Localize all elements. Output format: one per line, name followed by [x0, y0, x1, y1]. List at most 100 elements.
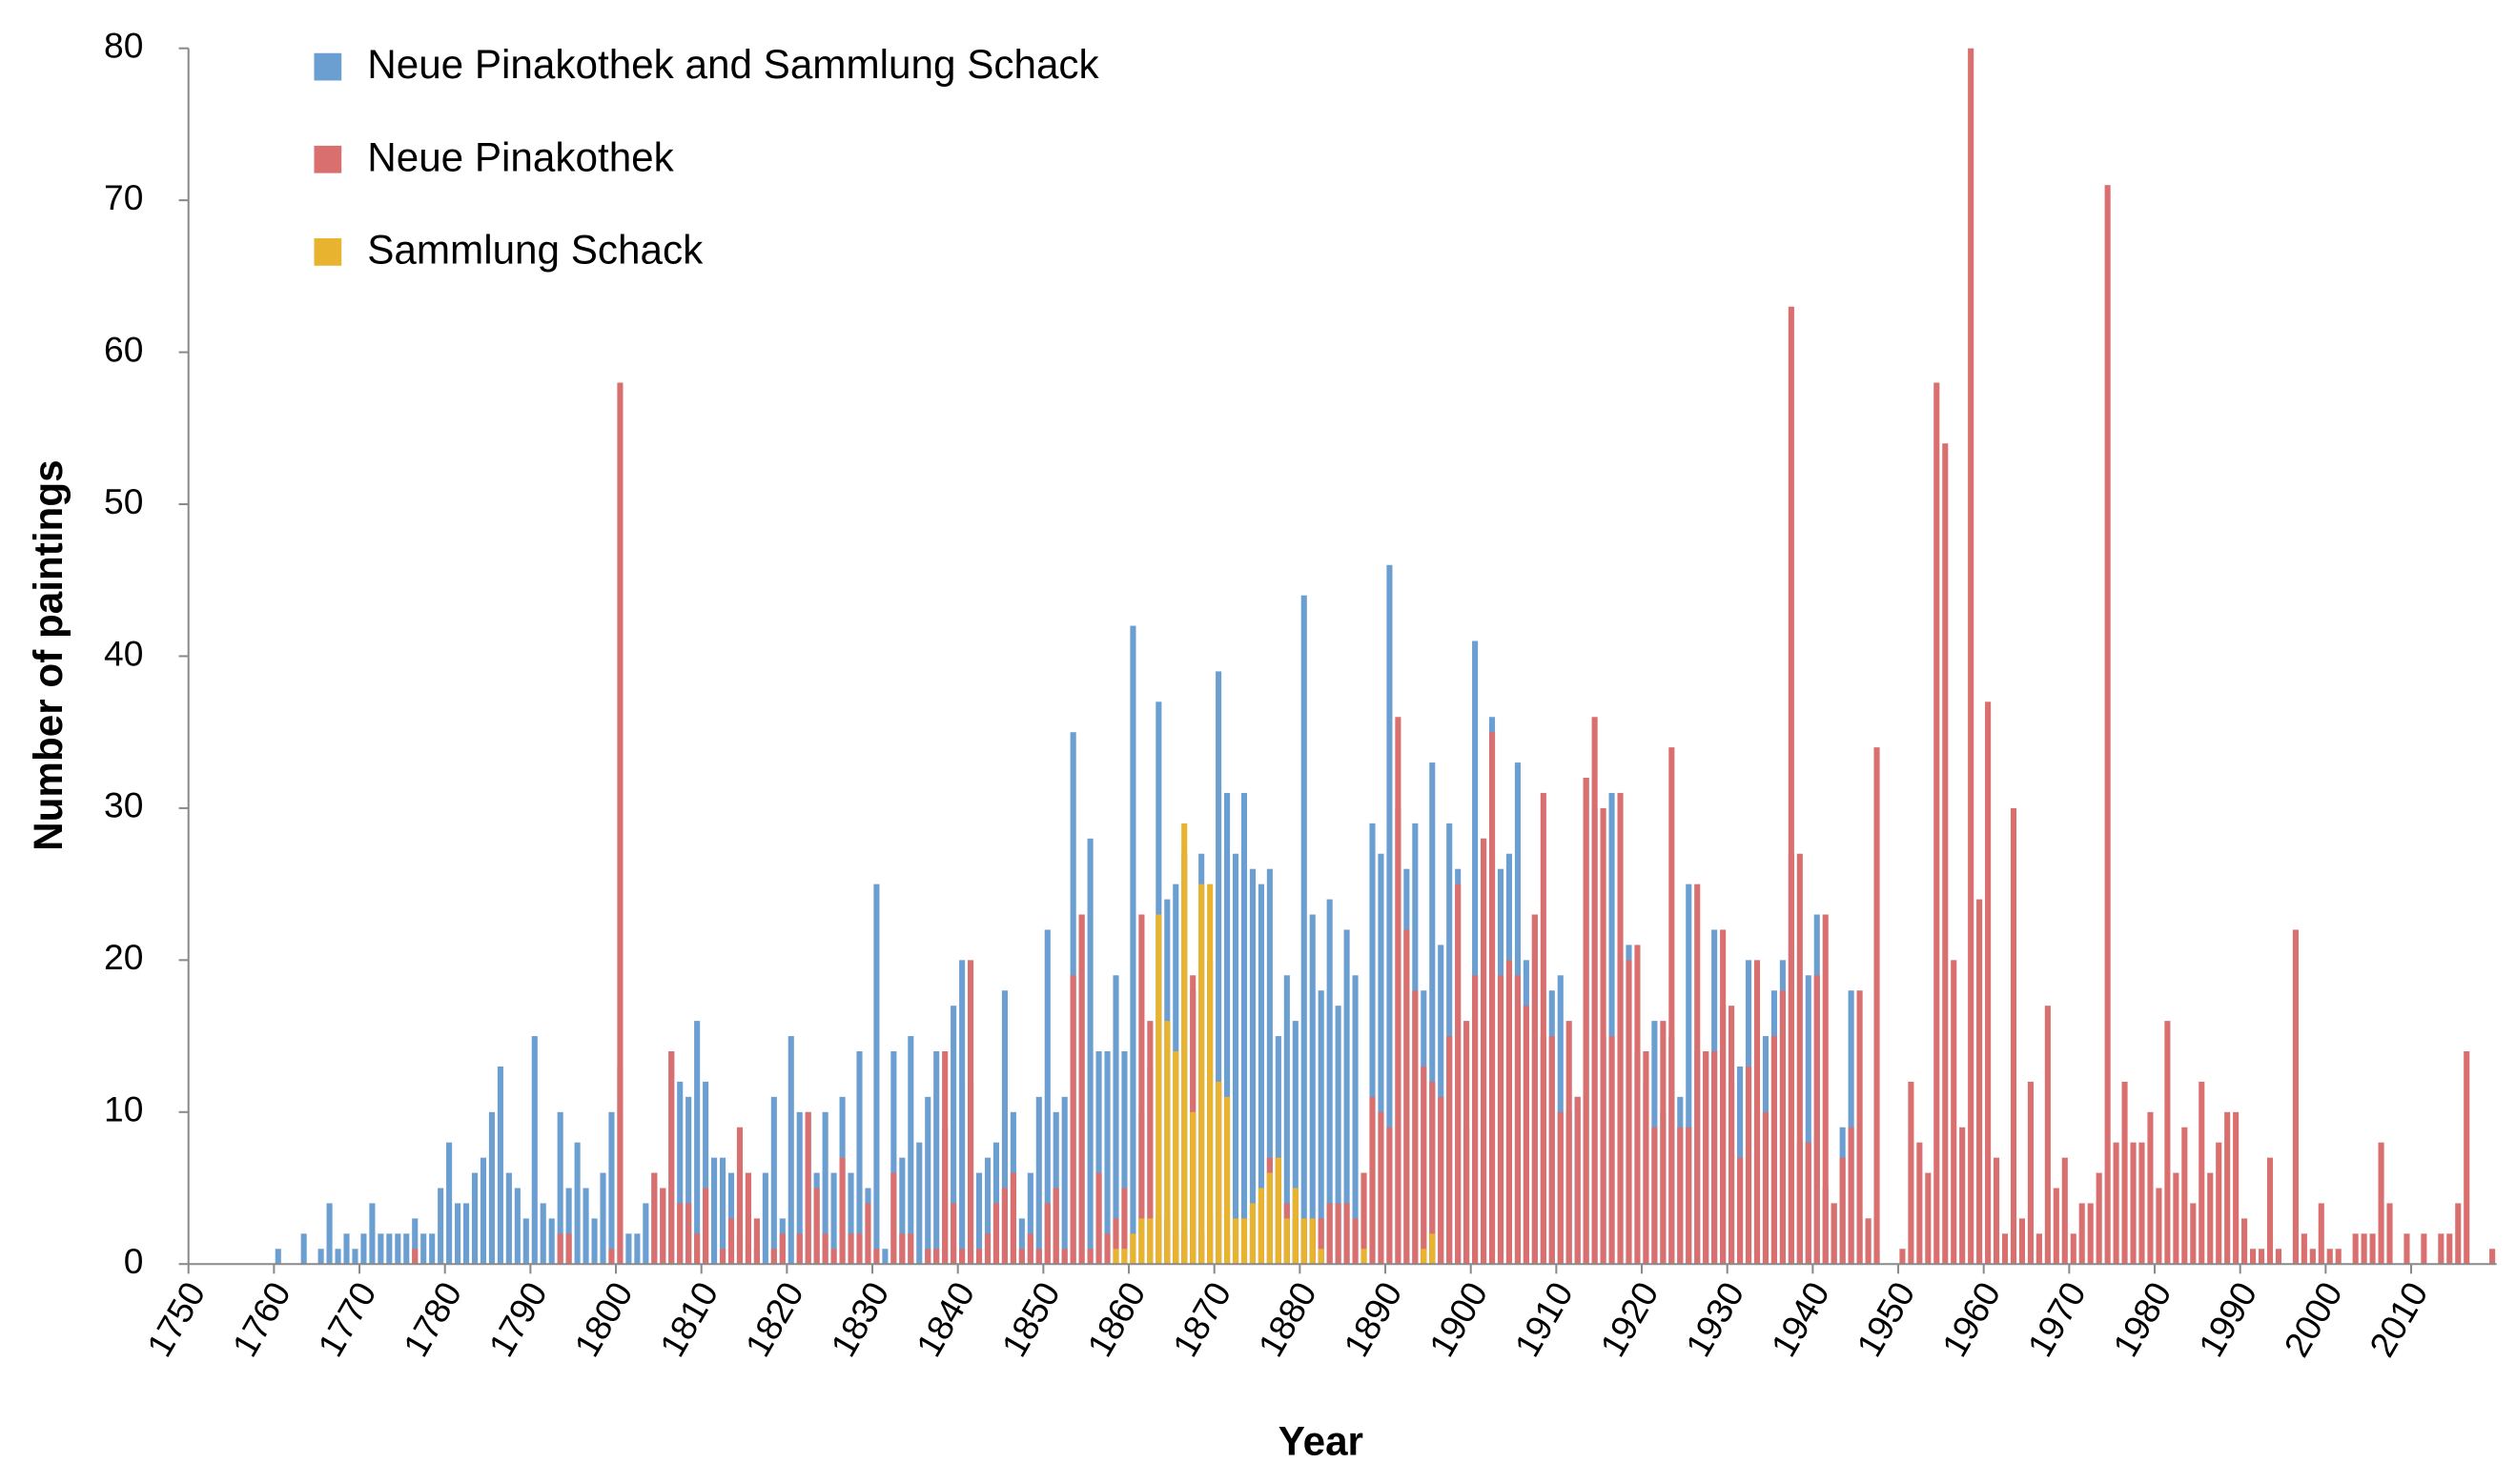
bar — [1053, 1188, 1059, 1265]
bar — [2301, 1233, 2307, 1265]
x-tick-label: 1920 — [1592, 1275, 1667, 1364]
bar — [694, 1021, 701, 1265]
bar — [1745, 1066, 1752, 1265]
bar — [360, 1233, 367, 1265]
bar — [557, 1111, 563, 1265]
bar — [1600, 807, 1606, 1265]
bar — [1481, 838, 1487, 1265]
x-tick-label: 1970 — [2019, 1275, 2094, 1364]
bar — [1061, 1249, 1068, 1265]
bar — [1395, 717, 1401, 1265]
bar — [736, 1127, 744, 1265]
bar — [2164, 1021, 2171, 1265]
bar — [505, 1172, 512, 1265]
x-tick-label: 1880 — [1250, 1275, 1324, 1364]
x-tick-label: 1790 — [481, 1275, 555, 1364]
bar — [1421, 1066, 1427, 1265]
bar — [1216, 671, 1222, 1265]
bar — [1839, 1157, 1846, 1265]
bar — [1548, 1036, 1555, 1265]
bar — [1472, 640, 1479, 1265]
bar — [531, 1036, 538, 1265]
bar — [335, 1249, 341, 1265]
bar — [745, 1172, 751, 1265]
x-tick-label: 2000 — [2276, 1275, 2350, 1364]
x-tick-label: 1860 — [1079, 1275, 1154, 1364]
bar — [984, 1157, 992, 1265]
bar — [1343, 1203, 1350, 1265]
bar — [1660, 1021, 1667, 1265]
bar — [1318, 990, 1324, 1265]
bar — [1018, 1218, 1025, 1265]
bar — [1249, 868, 1257, 1265]
bar — [1087, 1249, 1094, 1265]
bar — [514, 1188, 521, 1265]
bar — [1505, 960, 1513, 1265]
legend-swatch — [314, 238, 342, 266]
x-tick-label: 1760 — [224, 1275, 298, 1364]
bar — [540, 1203, 546, 1265]
bar — [2361, 1233, 2367, 1265]
bar — [727, 1218, 735, 1265]
bar — [1626, 960, 1632, 1265]
bar — [1378, 1111, 1384, 1265]
bar — [975, 1249, 983, 1265]
bar — [1985, 701, 1992, 1265]
bar — [2061, 1157, 2068, 1265]
bar — [1104, 1233, 1111, 1265]
bar — [1147, 1218, 1154, 1265]
bar — [1848, 1127, 1854, 1265]
bar — [1386, 564, 1393, 1265]
bar — [1933, 382, 1940, 1265]
y-tick-label: 60 — [104, 329, 143, 369]
bar — [1531, 914, 1538, 1265]
bar — [1258, 1188, 1264, 1265]
bar — [1266, 868, 1273, 1265]
legend-swatch — [314, 145, 342, 173]
bar — [574, 1142, 581, 1265]
bar — [2018, 1218, 2026, 1265]
x-tick-label: 1850 — [993, 1275, 1068, 1364]
bar — [1412, 990, 1419, 1265]
bar — [1224, 792, 1231, 1265]
bar — [694, 1233, 701, 1265]
x-tick-label: 1770 — [310, 1275, 384, 1364]
bar — [412, 1218, 419, 1265]
bar — [1762, 1111, 1769, 1265]
bar — [1805, 1142, 1811, 1265]
bar — [1147, 1021, 1154, 1265]
bar — [1027, 1172, 1033, 1265]
bar — [1523, 1006, 1529, 1265]
bar — [1591, 717, 1598, 1265]
bar — [1463, 1021, 1470, 1265]
bar — [959, 1249, 966, 1265]
bar — [1720, 929, 1727, 1265]
bar — [1805, 975, 1811, 1265]
bar — [933, 1249, 940, 1265]
bar — [1369, 823, 1376, 1265]
bar — [1557, 1111, 1564, 1265]
bar — [1216, 1081, 1222, 1265]
bar — [1703, 1051, 1709, 1265]
bar — [2309, 1249, 2316, 1265]
bar — [1360, 1249, 1367, 1265]
y-tick-label: 30 — [104, 785, 143, 825]
y-tick-label: 10 — [104, 1089, 143, 1129]
bar — [822, 1111, 828, 1265]
bar — [1113, 1249, 1119, 1265]
bar — [1283, 975, 1290, 1265]
bar — [796, 1233, 803, 1265]
bar — [1472, 975, 1479, 1265]
bar — [403, 1233, 410, 1265]
bar — [1925, 1172, 1932, 1265]
bar — [352, 1249, 358, 1265]
x-tick-label: 2010 — [2362, 1275, 2436, 1364]
bar — [1095, 1172, 1102, 1265]
bar — [1044, 1203, 1051, 1265]
bar — [1292, 1188, 1299, 1265]
bar — [703, 1081, 709, 1265]
bar — [1643, 1051, 1649, 1265]
bar — [1514, 975, 1521, 1265]
bar — [1190, 1111, 1197, 1265]
bar — [1113, 975, 1119, 1265]
